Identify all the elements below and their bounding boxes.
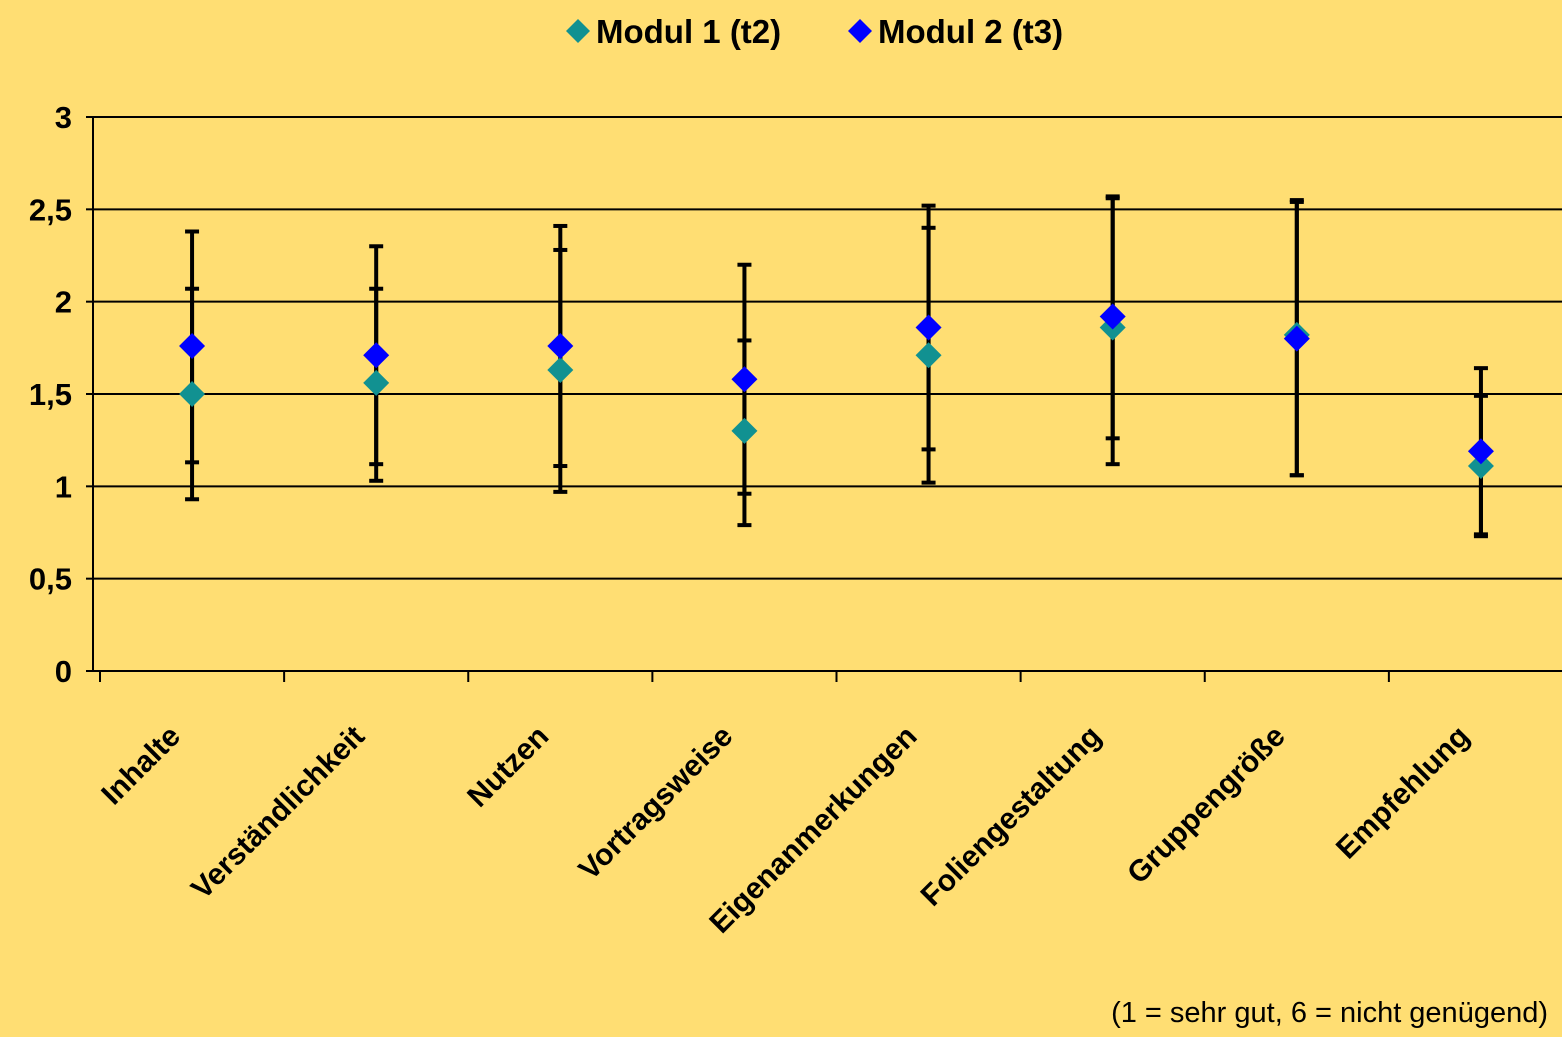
y-tick-label: 3	[55, 100, 72, 135]
y-tick-label: 0	[55, 654, 72, 689]
y-tick-label: 2	[55, 285, 72, 320]
gridlines	[93, 116, 1562, 580]
legend-label: Modul 2 (t3)	[878, 13, 1063, 50]
data-point-series-2	[731, 366, 758, 393]
x-tick-label: Vortragsweise	[573, 720, 740, 887]
data-point-series-2	[1099, 303, 1126, 330]
y-tick-label: 2,5	[29, 192, 72, 227]
data-point-series-2	[1467, 438, 1494, 465]
data-point-series-2	[179, 332, 206, 359]
legend-marker	[848, 19, 872, 43]
x-tick-label: Inhalte	[95, 720, 187, 812]
error-bars	[185, 194, 1488, 539]
data-point-series-2	[1283, 325, 1310, 352]
legend: Modul 1 (t2) Modul 2 (t3)	[566, 13, 1063, 50]
data-point-series-1	[363, 369, 390, 396]
data-point-series-1	[1467, 453, 1494, 480]
scale-note: (1 = sehr gut, 6 = nicht genügend)	[1111, 997, 1548, 1029]
data-points	[179, 303, 1494, 480]
x-tick-label: Foliengestaltung	[915, 720, 1108, 913]
data-point-series-2	[547, 332, 574, 359]
x-tick-label: Nutzen	[461, 720, 555, 814]
legend-label: Modul 1 (t2)	[596, 13, 781, 50]
y-tick-label: 1,5	[29, 377, 72, 412]
data-point-series-2	[915, 314, 942, 341]
data-point-series-1	[915, 342, 942, 369]
axes	[86, 116, 1562, 682]
x-tick-label: Eigenanmerkungen	[703, 720, 923, 940]
data-point-series-1	[731, 417, 758, 444]
data-point-series-2	[363, 342, 390, 369]
x-tick-label: Gruppengröße	[1121, 720, 1292, 891]
x-tick-label: Empfehlung	[1330, 720, 1476, 866]
data-point-series-1	[179, 381, 206, 407]
data-point-series-1	[547, 356, 574, 383]
legend-marker	[566, 19, 590, 43]
y-tick-label: 0,5	[29, 562, 72, 597]
y-tick-label: 1	[55, 469, 72, 504]
x-tick-label: Verständlichkeit	[185, 720, 371, 906]
